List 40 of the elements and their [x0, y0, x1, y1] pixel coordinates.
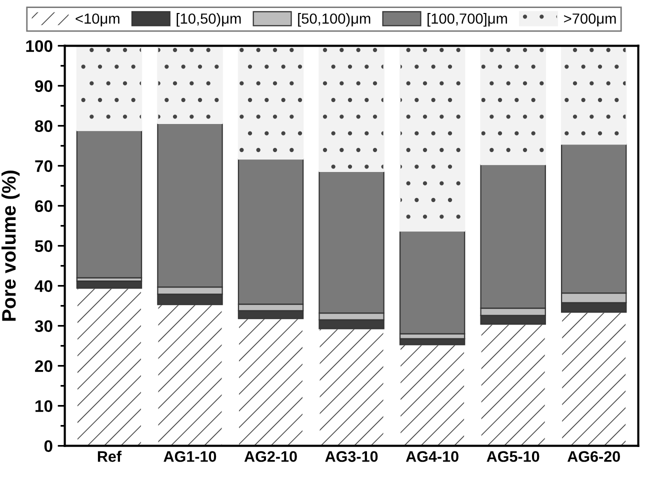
bar [399, 46, 466, 232]
bar [238, 46, 304, 160]
bar [560, 46, 627, 145]
bar [480, 46, 546, 166]
bar [318, 46, 384, 172]
legend-label: [100,700]μm [428, 13, 507, 27]
x-tick-label: AG6-20 [567, 451, 620, 462]
y-tick-label: 20 [35, 360, 52, 372]
y-tick-label: 40 [34, 280, 52, 292]
bar [399, 344, 466, 446]
bar [157, 304, 223, 446]
y-tick-label: 0 [44, 440, 52, 452]
x-tick-label: AG4-10 [406, 451, 458, 462]
y-tick-label: 10 [36, 400, 52, 412]
y-tick-label: 50 [34, 240, 52, 252]
bar [480, 324, 546, 446]
y-tick-label: 80 [34, 120, 52, 132]
bar [318, 328, 384, 446]
y-tick-label: 70 [35, 160, 52, 172]
legend-label: [10,50)μm [176, 13, 241, 27]
x-tick-label: AG2-10 [244, 451, 297, 462]
y-axis-title: Pore volume (%) [2, 170, 20, 321]
bar [76, 280, 142, 289]
legend-label: <10μm [76, 13, 120, 26]
x-tick-label: Ref [98, 450, 122, 462]
y-tick-label: 60 [35, 200, 52, 212]
y-tick-label: 30 [34, 320, 52, 332]
x-tick-label: AG1-10 [164, 451, 216, 462]
y-tick-label: 90 [35, 80, 52, 92]
bar [76, 288, 142, 446]
bar [238, 318, 304, 446]
x-tick-label: AG3-10 [325, 451, 378, 462]
x-tick-label: AG5-10 [486, 451, 540, 462]
legend-label: [50,100)μm [298, 13, 370, 27]
y-tick-label: 100 [26, 40, 52, 52]
bar [76, 130, 142, 278]
bar [560, 312, 627, 446]
bar [76, 46, 142, 132]
legend-label: >700μm [564, 13, 616, 26]
bar [157, 46, 223, 124]
